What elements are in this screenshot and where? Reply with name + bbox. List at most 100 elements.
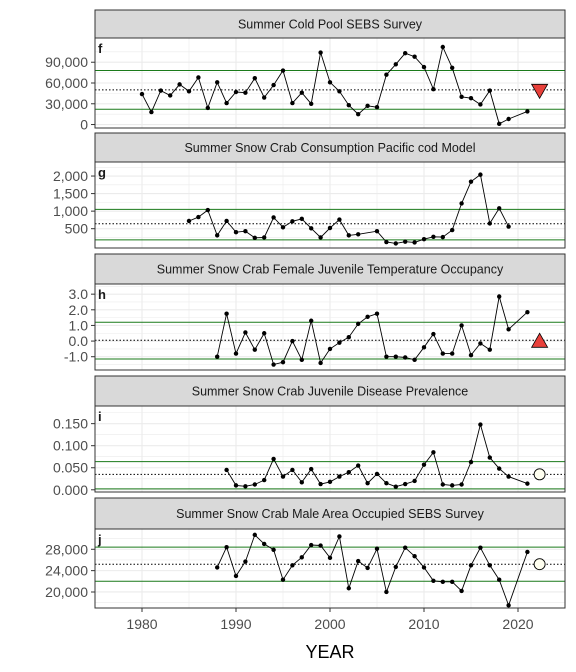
data-point [459, 94, 464, 100]
data-point [440, 482, 445, 487]
data-point [252, 235, 257, 241]
data-point [243, 90, 248, 95]
data-point [412, 478, 417, 484]
data-point [243, 559, 248, 564]
data-point [233, 483, 239, 488]
data-point [365, 314, 370, 320]
data-point [497, 206, 502, 211]
data-point [233, 89, 239, 95]
data-point [497, 121, 502, 127]
x-tick-label: 2010 [408, 616, 439, 632]
data-point [168, 93, 173, 98]
data-point [271, 362, 276, 367]
panel-title: Summer Snow Crab Consumption Pacific cod… [184, 141, 475, 155]
data-point [252, 532, 257, 538]
data-point [421, 462, 427, 467]
data-point [215, 80, 220, 85]
data-point [403, 51, 408, 56]
data-point [506, 116, 511, 122]
y-tick-label: 1,500 [53, 186, 88, 202]
data-point [186, 218, 192, 224]
data-point [478, 422, 483, 427]
data-point [506, 474, 511, 479]
data-point [506, 224, 511, 229]
data-point [309, 466, 314, 472]
data-point [215, 354, 220, 359]
data-point [271, 82, 276, 88]
data-point [243, 228, 248, 234]
data-point [280, 474, 286, 479]
data-point [478, 545, 483, 550]
data-point [346, 233, 351, 238]
data-point [525, 309, 530, 315]
data-point [252, 482, 257, 487]
data-point [374, 471, 380, 477]
data-point [497, 466, 502, 471]
data-point [365, 480, 370, 486]
data-point [233, 573, 239, 579]
data-point [337, 340, 342, 345]
data-point [337, 534, 342, 539]
panel-letter: j [97, 532, 102, 547]
panel-strip [94, 253, 566, 285]
data-point [327, 555, 333, 561]
data-point [431, 234, 436, 239]
data-point [262, 331, 267, 336]
panel-letter: f [98, 41, 103, 56]
data-point [450, 227, 455, 233]
data-point [327, 346, 333, 352]
y-tick-label: 3.0 [69, 286, 89, 302]
x-tick-label: 1980 [126, 616, 157, 632]
data-point [327, 225, 333, 231]
data-point [497, 294, 502, 299]
data-point [327, 80, 333, 85]
data-point [177, 82, 182, 87]
data-point [346, 469, 351, 475]
data-point [280, 359, 286, 365]
data-point [421, 565, 427, 570]
data-point [356, 232, 361, 237]
y-tick-label: 90,000 [45, 54, 88, 70]
data-point [459, 323, 464, 328]
y-tick-label: 28,000 [45, 541, 88, 557]
data-point [215, 233, 220, 238]
data-point [478, 102, 483, 107]
panel-letter: i [98, 409, 102, 424]
panel-letter: g [98, 165, 106, 180]
data-point [421, 64, 427, 70]
data-point [365, 103, 370, 109]
data-point [243, 484, 248, 489]
data-point [403, 481, 408, 487]
data-point [262, 235, 267, 240]
data-point [403, 355, 408, 360]
data-point [365, 565, 370, 571]
data-point [440, 351, 445, 356]
data-point [299, 480, 304, 485]
panel-strip [94, 375, 566, 407]
data-point [318, 481, 323, 487]
data-point [525, 481, 530, 486]
data-point [497, 577, 502, 582]
data-point [356, 558, 361, 564]
data-point [487, 347, 492, 352]
neutral-circle-icon [533, 468, 546, 481]
data-point [299, 357, 304, 363]
data-point [346, 102, 351, 108]
data-point [440, 234, 445, 240]
data-point [271, 456, 276, 462]
data-point [431, 578, 436, 583]
data-point [506, 327, 511, 332]
data-point [468, 352, 474, 358]
data-point [384, 589, 389, 595]
data-point [356, 463, 361, 468]
data-point [450, 65, 455, 70]
data-point [459, 482, 464, 487]
data-point [478, 341, 483, 346]
data-point [412, 357, 417, 363]
data-point [299, 555, 304, 560]
data-point [262, 477, 267, 483]
panel-strip [94, 9, 566, 39]
data-point [299, 90, 304, 95]
y-tick-label: 1,000 [53, 203, 88, 219]
data-point [431, 450, 436, 455]
